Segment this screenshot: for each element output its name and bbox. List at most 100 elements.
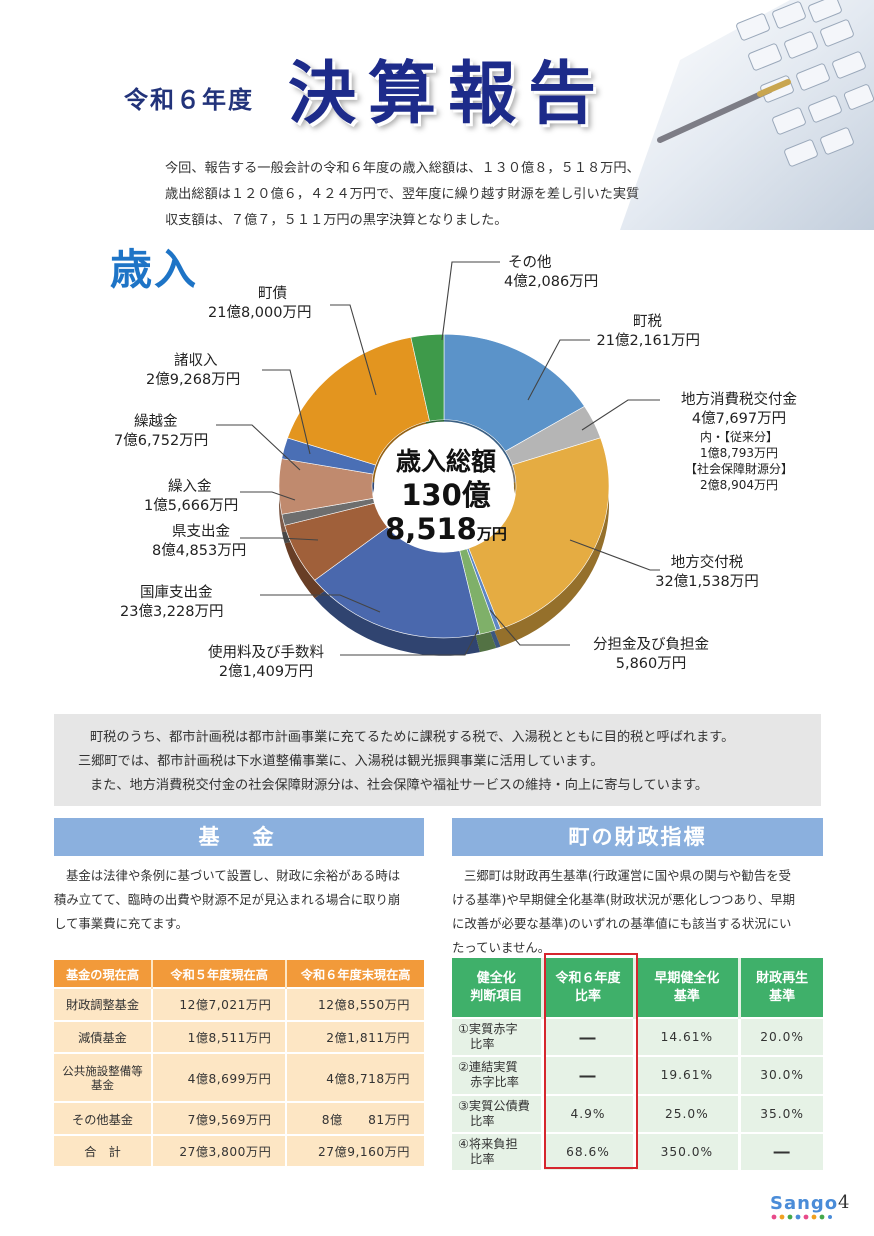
column-header: 財政再生 基準	[738, 958, 823, 1018]
donut-slice-10	[287, 336, 430, 466]
fund-value-r6: 2億1,811万円	[285, 1019, 424, 1054]
leader-line	[216, 424, 301, 471]
column-header: 早期健全化 基準	[632, 958, 740, 1018]
fund-text-line: 積み立てて、臨時の出費や財源不足が見込まれる場合に取り崩	[54, 892, 401, 907]
table-row-total: 合 計 27億3,800万円 27億9,160万円	[54, 1133, 424, 1166]
label-kurikoshi: 繰越金 7億6,752万円	[114, 413, 208, 451]
fund-value-r5: 27億3,800万円	[150, 1133, 287, 1166]
index-text-line: ける基準)や早期健全化基準(財政状況が悪化しつつあり、早期	[452, 892, 795, 907]
fund-value-r6: 12億8,550万円	[285, 987, 424, 1021]
label-name: 地方交付税	[670, 555, 744, 571]
total-caption: 歳入総額	[395, 447, 496, 476]
label-name: 町債	[258, 286, 287, 302]
donut-hole	[374, 421, 514, 551]
fund-value-r5: 12億7,021万円	[150, 987, 287, 1021]
total-value-oku: 130億	[401, 478, 491, 512]
leader-line	[330, 304, 377, 396]
index-r6-ratio: 4.9%	[540, 1093, 634, 1133]
index-r6-ratio: ―	[540, 1016, 634, 1057]
index-early-standard: 350.0%	[632, 1131, 740, 1170]
fund-table: 基金の現在高 令和５年度現在高 令和６年度末現在高 財政調整基金 12億7,02…	[54, 960, 424, 1166]
donut-center-total: 歳入総額 130億 8,518万円	[371, 446, 521, 546]
calculator-image	[620, 0, 874, 230]
total-value-man: 8,518	[385, 512, 477, 546]
fund-value-r5: 7億9,569万円	[150, 1101, 287, 1135]
index-rebuild-standard: 35.0%	[738, 1093, 823, 1133]
label-value: 4億7,697万円	[691, 411, 787, 427]
index-early-standard: 19.61%	[632, 1055, 740, 1095]
index-early-standard: 25.0%	[632, 1093, 740, 1133]
fund-name: 減債基金	[54, 1019, 152, 1054]
label-value: 7億6,752万円	[114, 433, 209, 449]
label-name: 国庫支出金	[140, 585, 213, 601]
table-row: 財政調整基金 12億7,021万円 12億8,550万円	[54, 987, 424, 1021]
leader-line	[262, 369, 311, 455]
label-value: 2億9,268万円	[146, 372, 241, 388]
index-section-heading: 町の財政指標	[452, 818, 823, 856]
label-shiyo: 使用料及び手数料 2億1,409万円	[196, 644, 336, 682]
label-name: 繰越金	[134, 414, 178, 430]
index-text-line: たっていません。	[452, 940, 551, 955]
donut-slice-5	[314, 526, 481, 639]
index-description: 三郷町は財政再生基準(行政運営に国や県の関与や勧告を受 ける基準)や早期健全化基…	[452, 864, 823, 960]
fiscal-index-table: 健全化 判断項目 令和６年度 比率 早期健全化 基準 財政再生 基準 ①実質赤字…	[452, 958, 823, 1170]
intro-paragraph: 今回、報告する一般会計の令和６年度の歳入総額は、１３０億８，５１８万円、 歳出総…	[165, 156, 705, 234]
fund-value-r5: 1億8,511万円	[150, 1019, 287, 1054]
donut-slice-2	[468, 437, 610, 629]
label-name: 繰入金	[168, 479, 212, 495]
index-r6-ratio: 68.6%	[540, 1131, 634, 1170]
column-header: 令和６年度末現在高	[285, 960, 424, 988]
index-text-line: 三郷町は財政再生基準(行政運営に国や県の関与や勧告を受	[464, 868, 791, 883]
intro-line: 収支額は、７億７，５１１万円の黒字決算となりました。	[165, 213, 508, 228]
label-chiho-shohi: 地方消費税交付金 4億7,697万円 内・【従来分】 1億8,793万円 【社会…	[664, 391, 814, 493]
fund-table-header: 基金の現在高 令和５年度現在高 令和６年度末現在高	[54, 960, 424, 988]
label-value: 23億3,228万円	[120, 604, 224, 620]
fund-section-heading: 基 金	[54, 818, 424, 856]
table-row: 公共施設整備等 基金 4億8,699万円 4億8,718万円	[54, 1052, 424, 1103]
leader-line	[569, 539, 660, 571]
index-early-standard: 14.61%	[632, 1016, 740, 1057]
label-name: 分担金及び負担金	[593, 637, 709, 653]
logo-decoration	[771, 1214, 832, 1220]
label-value: 21億8,000万円	[208, 305, 312, 321]
label-kurinyu: 繰入金 1億5,666万円	[144, 478, 238, 516]
index-r6-ratio: ―	[540, 1055, 634, 1095]
label-sub: 内・【従来分】	[699, 430, 778, 444]
donut-slice-0	[443, 333, 585, 452]
fund-name: 合 計	[54, 1133, 152, 1166]
table-row: ②連結実質 赤字比率 ― 19.61% 30.0%	[452, 1055, 823, 1095]
index-item: ②連結実質 赤字比率	[452, 1055, 542, 1095]
label-sub: 2億8,904万円	[700, 478, 778, 492]
leader-line	[441, 261, 500, 341]
index-table-header: 健全化 判断項目 令和６年度 比率 早期健全化 基準 財政再生 基準	[452, 958, 823, 1018]
column-header: 健全化 判断項目	[452, 958, 542, 1018]
index-rebuild-standard: 20.0%	[738, 1016, 823, 1057]
fund-value-r6: 27億9,160万円	[285, 1133, 424, 1166]
fund-value-r6: 4億8,718万円	[285, 1052, 424, 1103]
note-line: 町税のうち、都市計画税は都市計画事業に充てるために課税する税で、入湯税とともに目…	[90, 730, 735, 745]
label-value: 8億4,853万円	[152, 543, 247, 559]
label-buntan: 分担金及び負担金 5,860万円	[576, 636, 726, 674]
fund-name: 財政調整基金	[54, 987, 152, 1021]
label-value: 1億5,666万円	[144, 498, 239, 514]
note-line: また、地方消費税交付金の社会保障財源分は、社会保障や福祉サービスの維持・向上に寄…	[90, 778, 709, 793]
leader-line	[581, 399, 660, 431]
label-chosai: 町債 21億8,000万円	[208, 285, 311, 323]
sango-logo: Sango	[770, 1193, 839, 1214]
donut-slice-11	[410, 333, 445, 422]
total-unit: 万円	[476, 525, 507, 543]
index-item: ④将来負担 比率	[452, 1131, 542, 1170]
label-value: 2億1,409万円	[218, 664, 314, 680]
intro-line: 今回、報告する一般会計の令和６年度の歳入総額は、１３０億８，５１８万円、	[165, 161, 640, 176]
index-rebuild-standard: ―	[738, 1131, 823, 1170]
page-number: 4	[838, 1192, 850, 1213]
table-row: ①実質赤字 比率 ― 14.61% 20.0%	[452, 1016, 823, 1057]
table-row: ③実質公債費 比率 4.9% 25.0% 35.0%	[452, 1093, 823, 1133]
page-title: 決算報告	[288, 54, 609, 134]
index-item: ①実質赤字 比率	[452, 1016, 542, 1057]
label-name: その他	[508, 255, 552, 271]
label-name: 使用料及び手数料	[208, 645, 324, 661]
fund-description: 基金は法律や条例に基づいて設置し、財政に余裕がある時は 積み立てて、臨時の出費や…	[54, 864, 424, 936]
fiscal-year-label: 令和６年度	[124, 85, 254, 114]
leader-line	[240, 491, 296, 501]
